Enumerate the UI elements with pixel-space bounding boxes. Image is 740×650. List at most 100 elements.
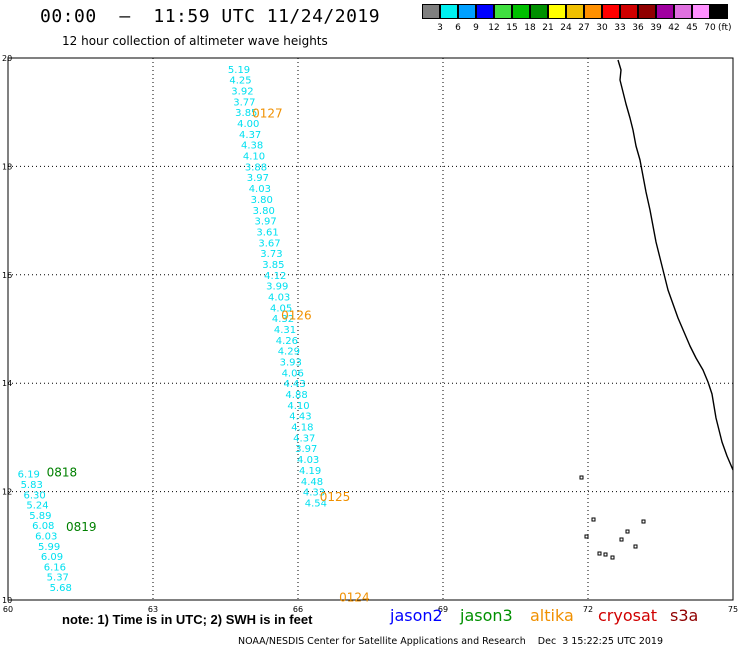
wave-height-value: 3.73 <box>260 249 282 260</box>
y-tick-label: 18 <box>2 162 12 171</box>
wave-height-value: 3.67 <box>258 238 280 249</box>
scale-label: 42 <box>668 23 680 33</box>
chart-subtitle: 12 hour collection of altimeter wave hei… <box>62 34 328 48</box>
x-tick-label: 63 <box>148 605 158 614</box>
pass-id-label: 0126 <box>281 308 312 322</box>
scale-swatch <box>476 4 494 19</box>
wave-height-value: 4.43 <box>284 379 306 390</box>
scale-label: 36 <box>632 23 644 33</box>
satellite-legend-item: s3a <box>670 606 699 625</box>
island-mark <box>603 552 608 557</box>
wave-height-value: 4.48 <box>301 477 323 488</box>
wave-height-value: 4.37 <box>239 130 261 141</box>
scale-swatch <box>584 4 602 19</box>
wave-height-value: 4.19 <box>299 466 321 477</box>
scale-label: 39 <box>650 23 662 33</box>
wave-height-value: 4.32 <box>272 314 294 325</box>
plot-frame <box>7 57 734 601</box>
wave-height-value: 4.43 <box>289 412 311 423</box>
wave-height-value: 3.80 <box>253 206 275 217</box>
island-mark <box>591 517 596 522</box>
wave-height-value: 4.54 <box>305 498 327 509</box>
wave-height-value: 4.03 <box>249 184 271 195</box>
wave-height-value: 3.85 <box>262 260 284 271</box>
wave-height-value: 4.03 <box>297 455 319 466</box>
wave-height-value: 5.37 <box>47 573 69 584</box>
wave-height-value: 3.88 <box>245 162 267 173</box>
y-tick-label: 14 <box>2 379 12 388</box>
scale-swatch <box>548 4 566 19</box>
scale-swatch <box>440 4 458 19</box>
scale-swatch <box>494 4 512 19</box>
scale-label: 45 <box>686 23 698 33</box>
wave-height-value: 4.05 <box>270 303 292 314</box>
wave-height-value: 6.03 <box>35 532 57 543</box>
wave-height-value: 4.10 <box>287 401 309 412</box>
wave-height-value: 3.61 <box>256 227 278 238</box>
y-tick-label: 16 <box>2 271 12 280</box>
chart-title: 00:00 — 11:59 UTC 11/24/2019 <box>40 6 381 27</box>
credit-line: NOAA/NESDIS Center for Satellite Applica… <box>238 636 663 647</box>
wave-height-value: 6.16 <box>44 562 66 573</box>
footer-note: note: 1) Time is in UTC; 2) SWH is in fe… <box>62 612 313 627</box>
scale-swatch <box>512 4 530 19</box>
x-tick-label: 75 <box>728 605 738 614</box>
wave-height-value: 4.25 <box>229 76 251 87</box>
satellite-legend-item: jason3 <box>460 606 513 625</box>
island-mark <box>641 519 646 524</box>
island-mark <box>579 475 584 480</box>
scale-swatch <box>656 4 674 19</box>
wave-height-value: 4.12 <box>264 271 286 282</box>
scale-label: 70 <box>704 23 716 33</box>
wave-height-value: 4.88 <box>285 390 307 401</box>
wave-height-value: 3.99 <box>266 282 288 293</box>
scale-label: 24 <box>560 23 572 33</box>
scale-unit: (ft) <box>718 23 732 33</box>
island-mark <box>619 537 624 542</box>
y-tick-label: 12 <box>2 488 12 497</box>
wave-height-value: 3.93 <box>280 358 302 369</box>
pass-id-label: 0127 <box>252 106 283 120</box>
wave-height-value: 6.19 <box>18 470 40 481</box>
scale-label: 27 <box>578 23 590 33</box>
scale-swatch <box>530 4 548 19</box>
wave-height-value: 3.77 <box>233 97 255 108</box>
scale-swatch <box>674 4 692 19</box>
wave-height-value: 3.97 <box>247 173 269 184</box>
scale-label: 9 <box>473 23 479 33</box>
wave-height-value: 4.00 <box>237 119 259 130</box>
pass-id-label: 0818 <box>47 466 78 480</box>
pass-id-label: 0124 <box>339 590 370 604</box>
scale-label: 3 <box>437 23 443 33</box>
scale-swatch <box>566 4 584 19</box>
island-mark <box>610 555 615 560</box>
wave-height-value: 3.85 <box>235 108 257 119</box>
pass-id-label: 0125 <box>320 490 351 504</box>
x-tick-label: 60 <box>3 605 13 614</box>
scale-label: 15 <box>506 23 518 33</box>
wave-height-value: 4.06 <box>282 368 304 379</box>
scale-swatch <box>458 4 476 19</box>
x-tick-label: 69 <box>438 605 448 614</box>
scale-swatch <box>620 4 638 19</box>
wave-height-value: 4.26 <box>276 336 298 347</box>
scale-swatch <box>422 4 440 19</box>
wave-height-value: 5.68 <box>50 583 72 594</box>
satellite-legend-item: jason2 <box>390 606 443 625</box>
wave-height-value: 5.24 <box>26 501 48 512</box>
scale-label: 30 <box>596 23 608 33</box>
wave-height-value: 3.97 <box>255 217 277 228</box>
wave-height-value: 4.38 <box>241 141 263 152</box>
wave-height-value: 6.08 <box>32 521 54 532</box>
y-tick-label: 20 <box>2 54 12 63</box>
x-tick-label: 66 <box>293 605 303 614</box>
wave-height-value: 3.80 <box>251 195 273 206</box>
scale-label: 33 <box>614 23 626 33</box>
wave-height-value: 6.30 <box>23 490 45 501</box>
scale-label: 6 <box>455 23 461 33</box>
wave-height-value: 4.18 <box>291 423 313 434</box>
wave-height-value: 6.09 <box>41 552 63 563</box>
island-mark <box>597 551 602 556</box>
scale-swatch <box>638 4 656 19</box>
